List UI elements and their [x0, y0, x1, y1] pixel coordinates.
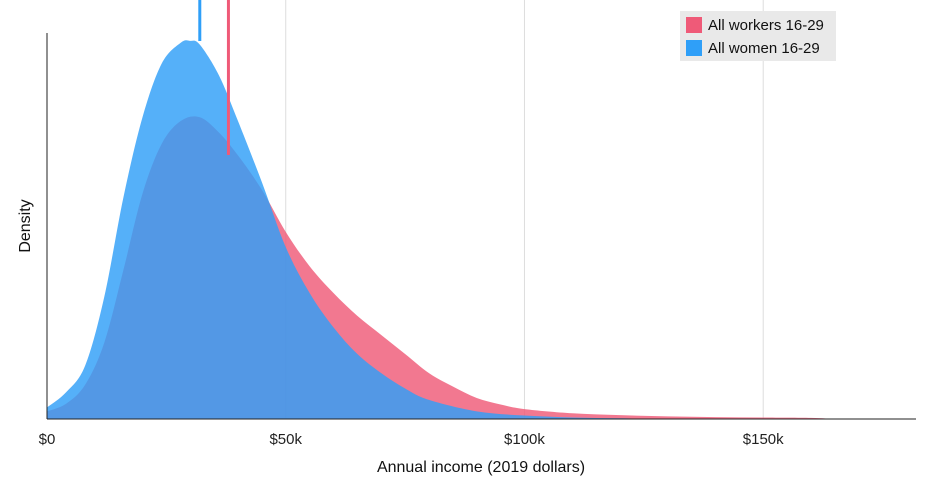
x-tick-label: $150k — [743, 431, 784, 448]
axes — [46, 33, 916, 420]
density-areas — [47, 40, 835, 420]
x-tick-label: $100k — [504, 431, 545, 448]
legend-item-women: All women 16-29 — [686, 38, 820, 58]
area-all-women — [47, 40, 668, 420]
legend-label-women: All women 16-29 — [708, 39, 820, 57]
legend: All workers 16-29 All women 16-29 — [680, 11, 836, 61]
legend-swatch-workers — [686, 17, 702, 33]
median-lines — [198, 0, 230, 155]
x-tick-label: $0 — [39, 431, 56, 448]
y-axis-title: Density — [17, 199, 34, 252]
legend-label-workers: All workers 16-29 — [708, 16, 824, 34]
x-tick-labels: $0 $50k $100k $150k — [39, 431, 784, 448]
legend-item-workers: All workers 16-29 — [686, 15, 824, 35]
legend-swatch-women — [686, 40, 702, 56]
x-axis-title: Annual income (2019 dollars) — [377, 459, 585, 476]
x-tick-label: $50k — [269, 431, 302, 448]
